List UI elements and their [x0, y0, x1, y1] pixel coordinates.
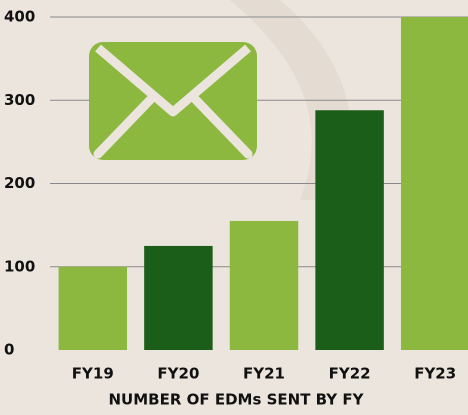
- x-tick-label: FY20: [157, 365, 199, 383]
- y-tick-label: 300: [4, 91, 35, 109]
- bar: [229, 220, 299, 350]
- bar: [144, 245, 213, 350]
- bar: [315, 110, 384, 351]
- x-axis-label: NUMBER OF EDMs SENT BY FY: [109, 391, 365, 409]
- plot: 0 100 200 300 400 FY19 FY20 FY21 FY22 FY23: [4, 8, 468, 383]
- envelope-icon: [89, 42, 257, 160]
- x-tick-label: FY22: [329, 365, 371, 383]
- x-tick-label: FY19: [72, 365, 114, 383]
- x-tick-label: FY21: [243, 365, 285, 383]
- bar: [400, 17, 468, 350]
- y-tick-label: 0: [4, 341, 14, 359]
- y-tick-label: 200: [4, 174, 35, 192]
- bar: [58, 266, 128, 350]
- y-tick-label: 400: [4, 8, 35, 26]
- x-tick-label: FY23: [414, 365, 456, 383]
- y-tick-label: 100: [4, 257, 35, 275]
